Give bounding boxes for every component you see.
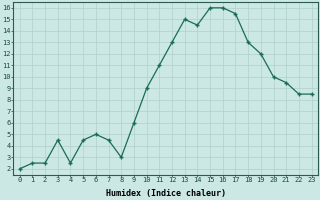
X-axis label: Humidex (Indice chaleur): Humidex (Indice chaleur) (106, 189, 226, 198)
